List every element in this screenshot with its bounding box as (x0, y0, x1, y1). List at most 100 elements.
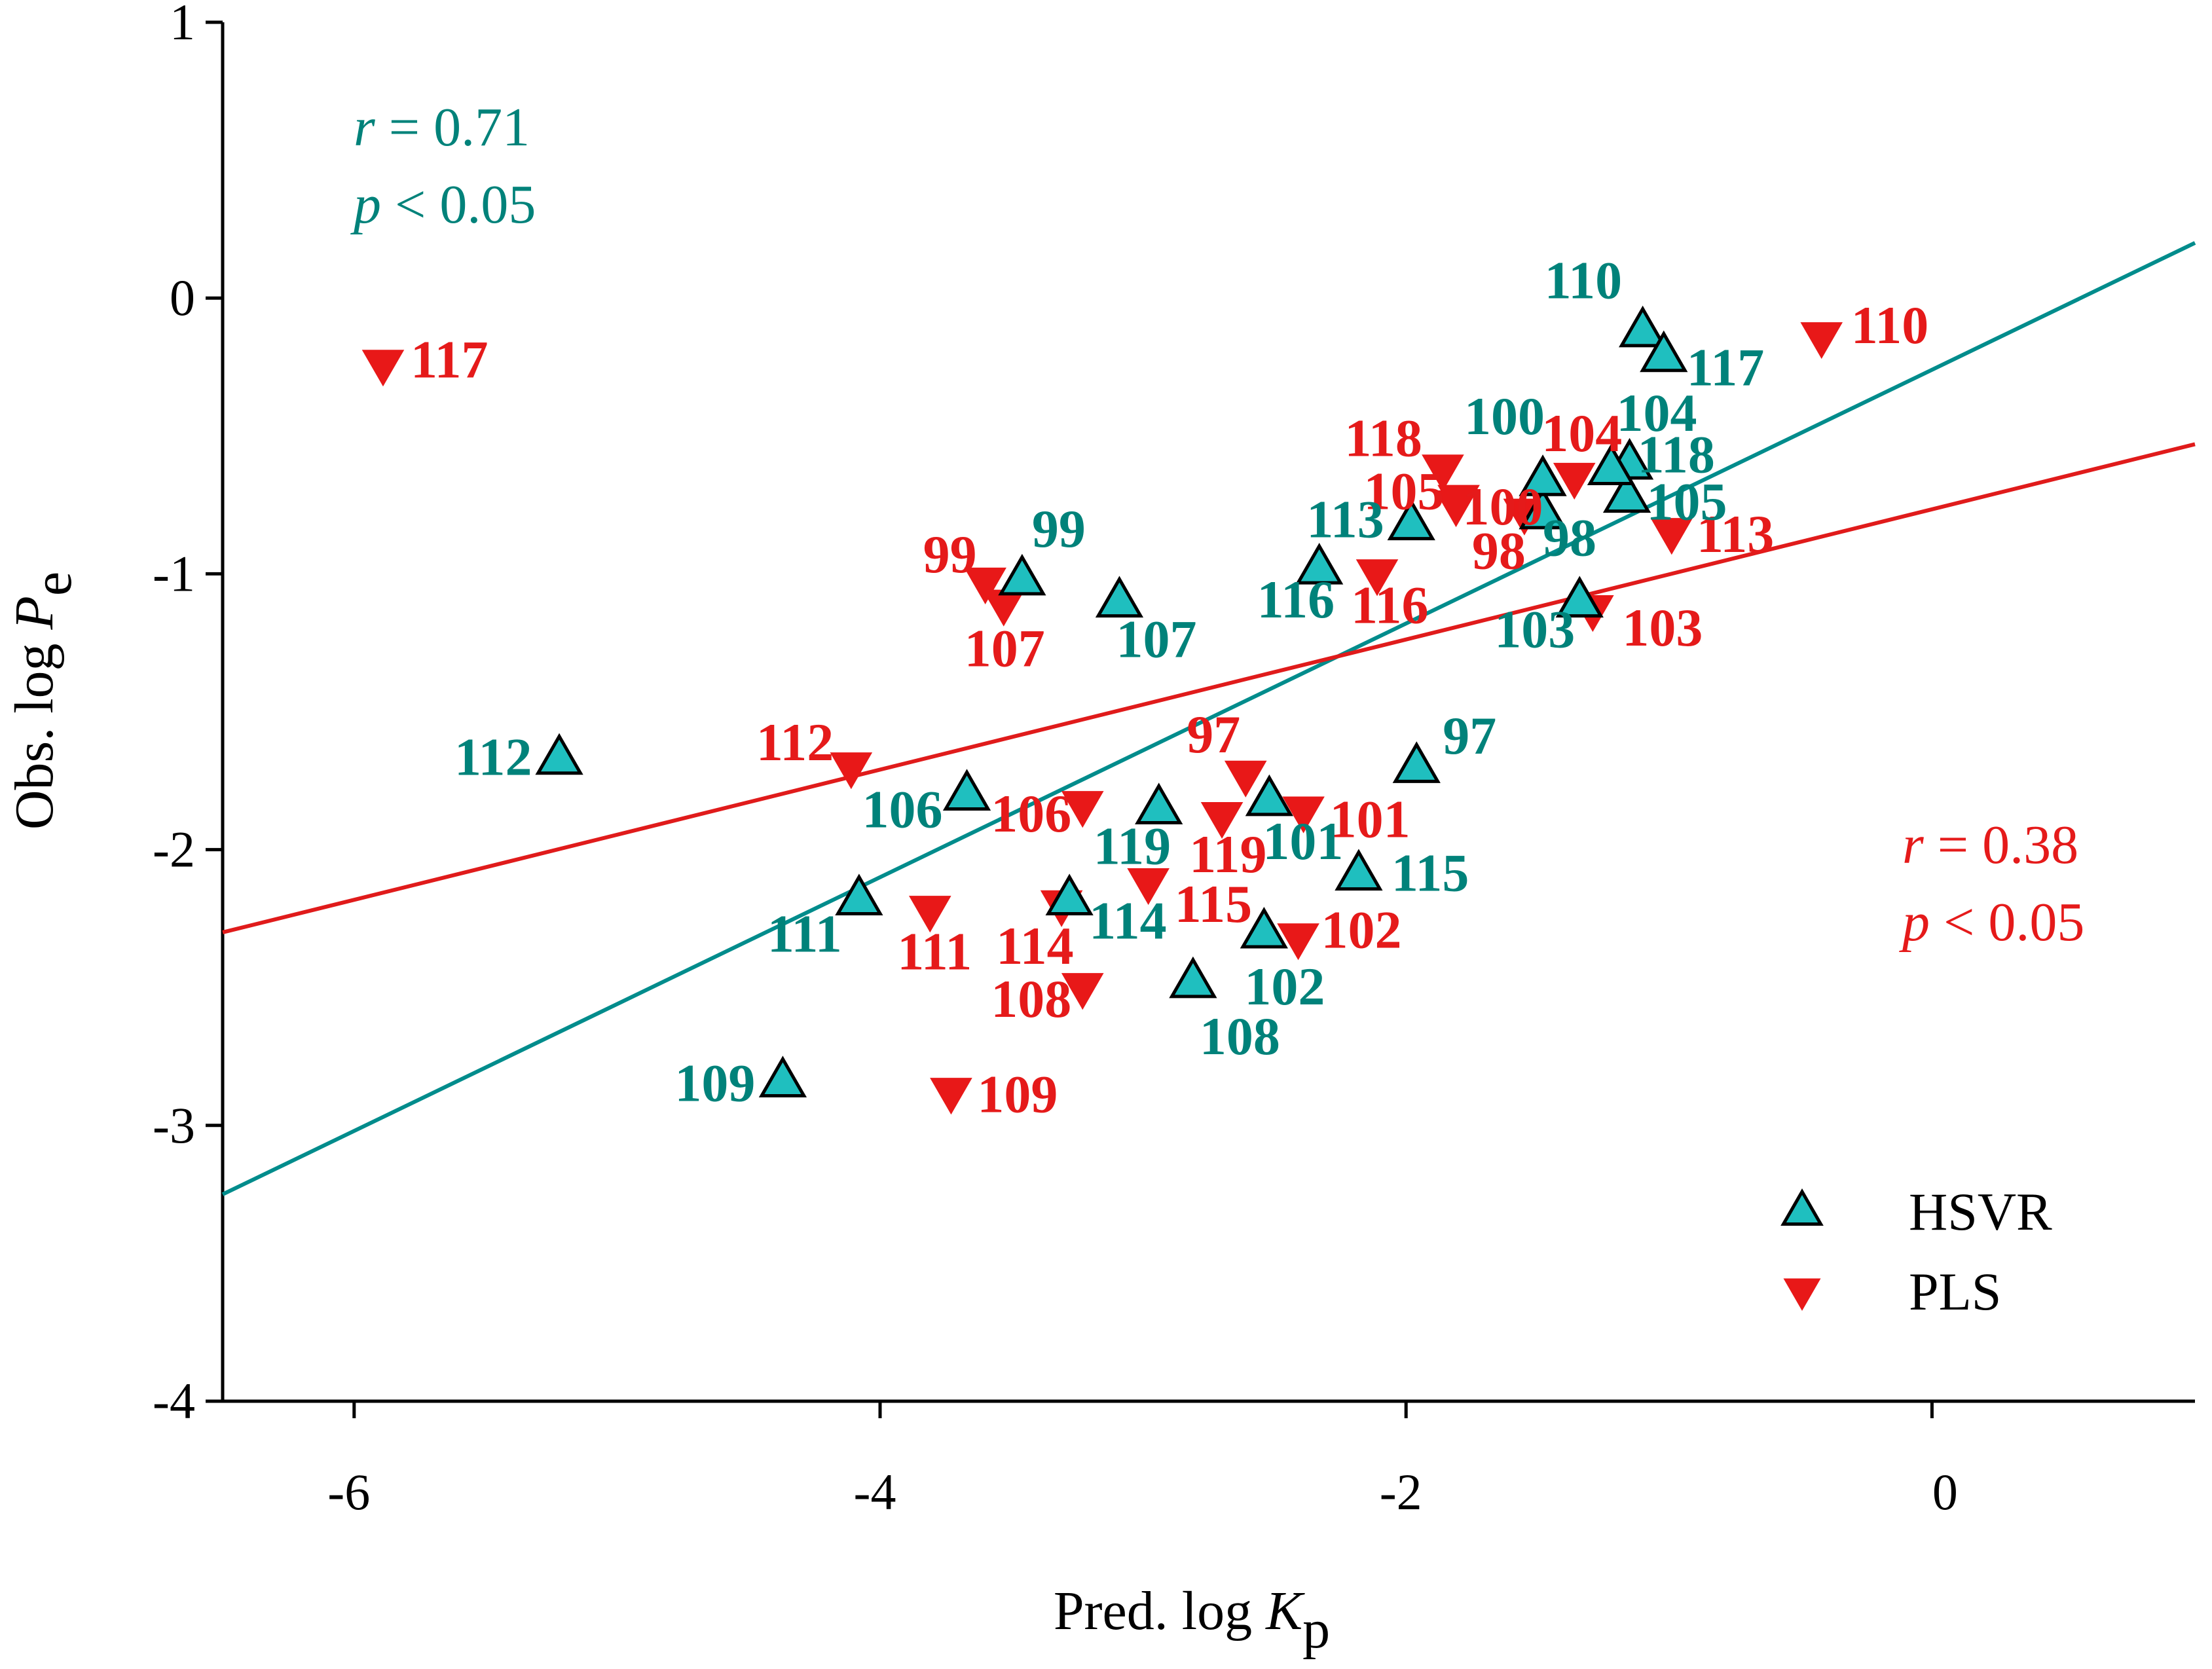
pls-point-label-108: 108 (991, 969, 1071, 1029)
hsvr-point-label-119: 119 (1094, 816, 1171, 875)
pls-point-label-117: 117 (411, 329, 488, 389)
pls-point-112 (830, 752, 873, 790)
hsvr-point-label-118: 118 (1637, 424, 1714, 484)
pls-point-label-118: 118 (1344, 408, 1422, 468)
pls-point-102 (1277, 923, 1319, 961)
pls-point-label-115: 115 (1175, 874, 1252, 934)
hsvr-point-112 (535, 733, 583, 775)
pls-point-label-119: 119 (1189, 824, 1266, 884)
hsvr-point-label-102: 102 (1244, 957, 1325, 1016)
hsvr-point-label-99: 99 (1032, 499, 1086, 559)
hsvr-point-105 (1602, 471, 1651, 513)
pls-point-label-99: 99 (923, 524, 977, 584)
hsvr-point-98 (1519, 487, 1567, 530)
pls-p-annotation: p < 0.05 (1899, 892, 2084, 953)
hsvr-r-annotation: r = 0.71 (354, 97, 530, 158)
pls-point-113 (1650, 518, 1693, 555)
hsvr-point-100 (1519, 454, 1567, 496)
hsvr-point-label-117: 117 (1687, 338, 1764, 397)
pls-point-label-109: 109 (977, 1064, 1058, 1124)
pls-point-107 (982, 589, 1025, 627)
x-tick-label: -4 (854, 1463, 896, 1520)
hsvr-point-label-110: 110 (1545, 251, 1622, 310)
x-axis-title: Pred. log Kp (1054, 1581, 1330, 1660)
pls-point-label-106: 106 (991, 784, 1071, 843)
hsvr-point-label-106: 106 (862, 779, 943, 839)
pls-point-label-114: 114 (996, 916, 1073, 976)
y-tick-label: -1 (153, 545, 195, 602)
pls-point-110 (1800, 322, 1843, 359)
legend-pls-label: PLS (1909, 1262, 2001, 1321)
hsvr-point-108 (1169, 956, 1217, 999)
hsvr-fit-line (221, 241, 2196, 1196)
pls-point-label-105: 105 (1364, 462, 1445, 521)
pls-point-104 (1553, 462, 1596, 500)
y-tick-label: -3 (153, 1097, 195, 1154)
pls-point-label-110: 110 (1851, 295, 1928, 355)
hsvr-point-label-107: 107 (1116, 610, 1196, 669)
hsvr-point-99 (998, 553, 1046, 596)
hsvr-p-annotation: p < 0.05 (350, 174, 536, 235)
pls-point-117 (361, 350, 405, 387)
x-tick-label: -2 (1380, 1463, 1422, 1520)
legend-pls-marker (1783, 1278, 1821, 1311)
hsvr-point-111 (835, 873, 883, 916)
pls-point-label-116: 116 (1351, 575, 1428, 634)
pls-point-115 (1127, 868, 1170, 906)
hsvr-point-109 (758, 1055, 807, 1098)
y-axis-title: Obs. log Pe (4, 572, 83, 830)
pls-point-111 (909, 896, 951, 933)
hsvr-point-label-98: 98 (1543, 508, 1596, 568)
pls-point-label-111: 111 (897, 921, 972, 981)
pls-point-label-103: 103 (1622, 598, 1703, 657)
hsvr-point-label-103: 103 (1494, 600, 1575, 659)
hsvr-point-115 (1335, 849, 1383, 891)
hsvr-point-label-100: 100 (1464, 386, 1545, 446)
hsvr-point-103 (1555, 576, 1604, 618)
pls-point-label-113: 113 (1697, 504, 1774, 564)
y-tick-label: 0 (170, 269, 195, 326)
pls-point-116 (1355, 559, 1399, 596)
hsvr-point-label-114: 114 (1089, 890, 1166, 950)
hsvr-point-106 (942, 769, 991, 811)
pls-point-105 (1437, 485, 1480, 522)
hsvr-point-107 (1095, 576, 1144, 618)
hsvr-point-113 (1387, 498, 1435, 541)
pls-point-106 (1061, 791, 1104, 828)
legend-hsvr-marker (1780, 1188, 1824, 1226)
hsvr-point-110 (1619, 305, 1667, 348)
pls-point-119 (1200, 801, 1244, 839)
pls-point-97 (1224, 760, 1267, 798)
hsvr-point-label-112: 112 (454, 727, 532, 787)
hsvr-point-label-109: 109 (674, 1053, 755, 1112)
pls-fit-line (222, 442, 2196, 934)
hsvr-point-label-108: 108 (1200, 1006, 1280, 1066)
y-tick-label: -4 (153, 1372, 195, 1429)
hsvr-point-label-104: 104 (1617, 383, 1697, 443)
hsvr-point-114 (1045, 873, 1094, 916)
pls-point-label-101: 101 (1330, 790, 1410, 849)
hsvr-point-label-111: 111 (767, 904, 842, 963)
legend-hsvr-label: HSVR (1909, 1182, 2052, 1241)
hsvr-point-119 (1135, 782, 1183, 825)
pls-point-109 (930, 1078, 972, 1115)
hsvr-point-116 (1295, 542, 1344, 585)
pls-point-label-97: 97 (1187, 705, 1240, 764)
y-tick-label: -2 (153, 821, 195, 878)
hsvr-point-label-97: 97 (1443, 706, 1496, 765)
pls-point-118 (1422, 454, 1464, 492)
x-tick-label: 0 (1932, 1463, 1958, 1520)
hsvr-point-101 (1245, 774, 1293, 816)
pls-point-label-102: 102 (1321, 900, 1402, 959)
hsvr-point-117 (1640, 330, 1688, 373)
hsvr-point-label-115: 115 (1392, 843, 1469, 903)
hsvr-point-label-101: 101 (1263, 811, 1343, 871)
hsvr-point-label-105: 105 (1647, 471, 1727, 531)
pls-point-108 (1061, 973, 1104, 1010)
hsvr-point-label-113: 113 (1306, 490, 1384, 549)
hsvr-point-label-116: 116 (1257, 570, 1335, 629)
pls-point-label-112: 112 (756, 712, 834, 772)
x-tick-label: -6 (327, 1463, 370, 1520)
pls-point-101 (1282, 796, 1325, 834)
